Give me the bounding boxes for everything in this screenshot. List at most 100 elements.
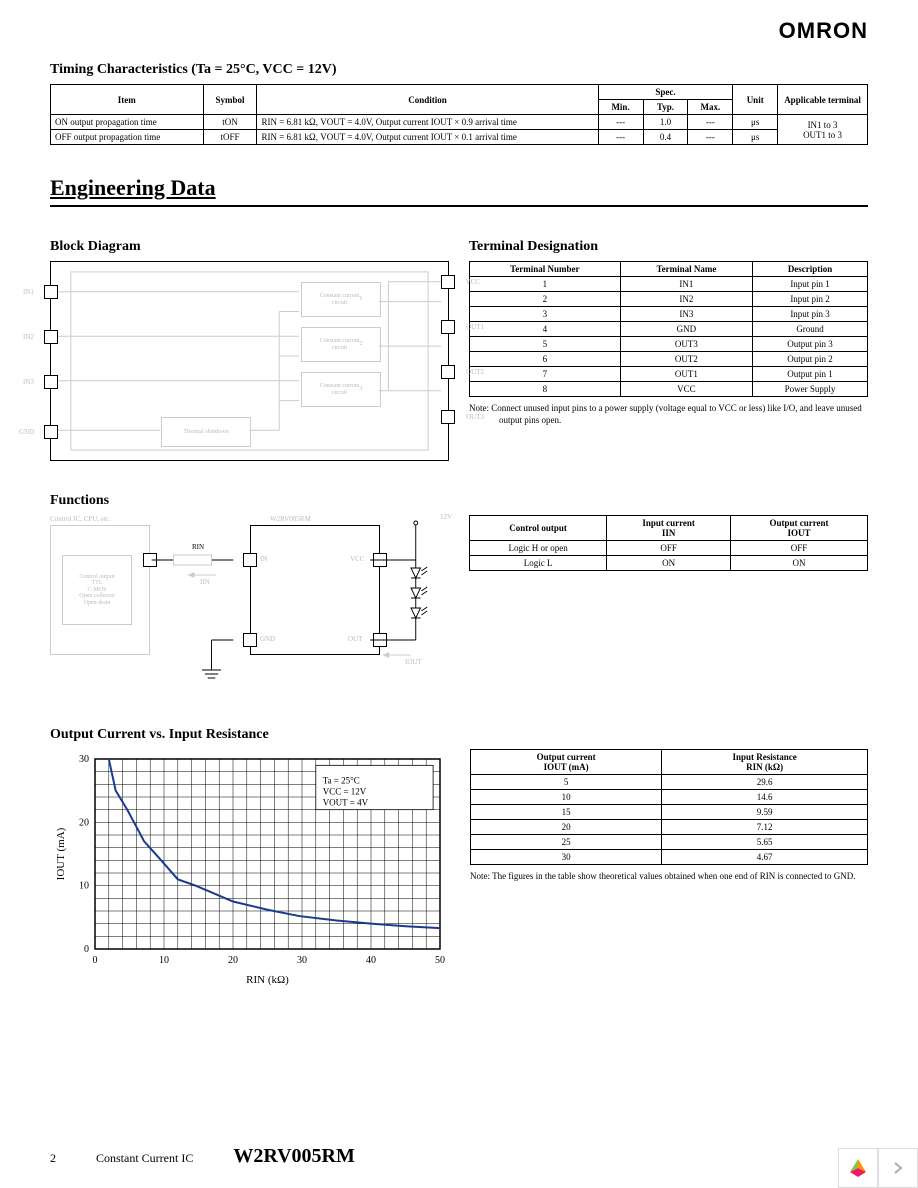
table-row: 1014.6 [471,790,868,805]
table-cell: 9.59 [662,805,868,820]
pin-out3 [441,410,455,424]
th-unit: Unit [733,85,778,115]
th-min: Min. [598,100,643,115]
table-cell: Output pin 3 [753,337,868,352]
table-cell: GND [620,322,752,337]
pin-out1 [441,320,455,334]
svg-text:20: 20 [228,955,238,966]
table-cell: 8 [470,382,621,397]
table-cell: ON [731,556,868,571]
corner-next-icon[interactable] [878,1148,918,1188]
timing-cell: --- [598,115,643,130]
lbl-out1: OUT1 [466,323,484,331]
svg-text:VOUT = 4V: VOUT = 4V [323,798,369,808]
cc-label: Constant current circuit [320,293,360,306]
table-cell: 7 [470,367,621,382]
table-cell: 10 [471,790,662,805]
th-item: Item [51,85,204,115]
svg-text:40: 40 [366,955,376,966]
table-cell: 30 [471,850,662,865]
th-condition: Condition [257,85,598,115]
timing-cell: RIN = 6.81 kΩ, VOUT = 4.0V, Output curre… [257,115,598,130]
table-row: 529.6 [471,775,868,790]
chart-container: 010203040500102030RIN (kΩ)IOUT (mA)Ta = … [50,749,450,994]
th-symbol: Symbol [203,85,257,115]
svg-text:20: 20 [79,817,89,828]
table-cell: 7.12 [662,820,868,835]
corner-logo-icon[interactable] [838,1148,878,1188]
svg-text:Ta = 25°C: Ta = 25°C [323,776,360,786]
iout-label: IOUT [405,658,422,666]
pin-in2 [44,330,58,344]
timing-cell: μs [733,115,778,130]
table-cell: 3 [470,307,621,322]
timing-cell: RIN = 6.81 kΩ, VOUT = 4.0V, Output curre… [257,130,598,145]
lbl-vcc: VCC [466,278,480,286]
table-cell: 4 [470,322,621,337]
table-cell: 1 [470,277,621,292]
terminal-title: Terminal Designation [469,239,868,255]
table-cell: Ground [753,322,868,337]
svg-text:30: 30 [297,955,307,966]
page-number: 2 [50,1151,56,1166]
footer-desc: Constant Current IC [96,1151,193,1166]
table-cell: 14.6 [662,790,868,805]
cc-label: Constant current circuit [320,338,360,351]
pin-vcc [441,275,455,289]
pin-in1 [44,285,58,299]
table-cell: 15 [471,805,662,820]
lbl-in1: IN1 [23,288,34,296]
svg-text:VCC = 12V: VCC = 12V [323,787,367,797]
table-cell: 29.6 [662,775,868,790]
block-diagram: IN1 IN2 IN3 GND VCC OUT1 OUT2 OUT3 Const… [50,261,449,461]
table-cell: 5.65 [662,835,868,850]
timing-cell: μs [733,130,778,145]
table-row: 7OUT1Output pin 1 [470,367,868,382]
table-cell: OUT3 [620,337,752,352]
timing-cell: tON [203,115,257,130]
terminal-table: Terminal NumberTerminal NameDescription … [469,261,868,397]
th-spec: Spec. [598,85,733,100]
table-cell: IN3 [620,307,752,322]
table-cell: 20 [471,820,662,835]
svg-text:IOUT (mA): IOUT (mA) [55,827,67,880]
table-row: Logic LONON [470,556,868,571]
table-row: 304.67 [471,850,868,865]
table-row: 3IN3Input pin 3 [470,307,868,322]
resistance-table: Output current IOUT (mA)Input Resistance… [470,749,868,865]
table-cell: Input pin 3 [753,307,868,322]
lbl-in3: IN3 [23,378,34,386]
output-chart: 010203040500102030RIN (kΩ)IOUT (mA)Ta = … [50,749,450,989]
rin-label: RIN [192,543,204,551]
table-row: 5OUT3Output pin 3 [470,337,868,352]
timing-row: ON output propagation timetONRIN = 6.81 … [51,115,868,130]
functions-table: Control outputInput current IINOutput cu… [469,515,868,571]
timing-title: Timing Characteristics (Ta = 25°C, VCC =… [50,62,868,78]
iin-label: IIN [200,578,210,586]
table-row: 207.12 [471,820,868,835]
table-cell: OUT2 [620,352,752,367]
timing-cell: ON output propagation time [51,115,204,130]
table-row: Logic H or openOFFOFF [470,541,868,556]
page-footer: 2 Constant Current IC W2RV005RM [50,1145,868,1168]
table-cell: OFF [731,541,868,556]
pin-in3 [44,375,58,389]
col-header: Output current IOUT (mA) [471,750,662,775]
table-cell: Output pin 2 [753,352,868,367]
table-row: 2IN2Input pin 2 [470,292,868,307]
table-cell: IN2 [620,292,752,307]
pin-out2 [441,365,455,379]
lbl-out3: OUT3 [466,413,484,421]
thermal-box: Thermal shutdown [161,417,251,447]
svg-text:50: 50 [435,955,445,966]
timing-cell: 1.0 [643,115,688,130]
timing-cell: 0.4 [643,130,688,145]
terminal-note: Note: Connect unused input pins to a pow… [469,403,868,426]
table-row: 159.59 [471,805,868,820]
table-cell: Input pin 2 [753,292,868,307]
svg-text:RIN (kΩ): RIN (kΩ) [246,974,289,986]
chart-title: Output Current vs. Input Resistance [50,727,450,743]
timing-cell: --- [688,130,733,145]
th-typ: Typ. [643,100,688,115]
table-row: 8VCCPower Supply [470,382,868,397]
